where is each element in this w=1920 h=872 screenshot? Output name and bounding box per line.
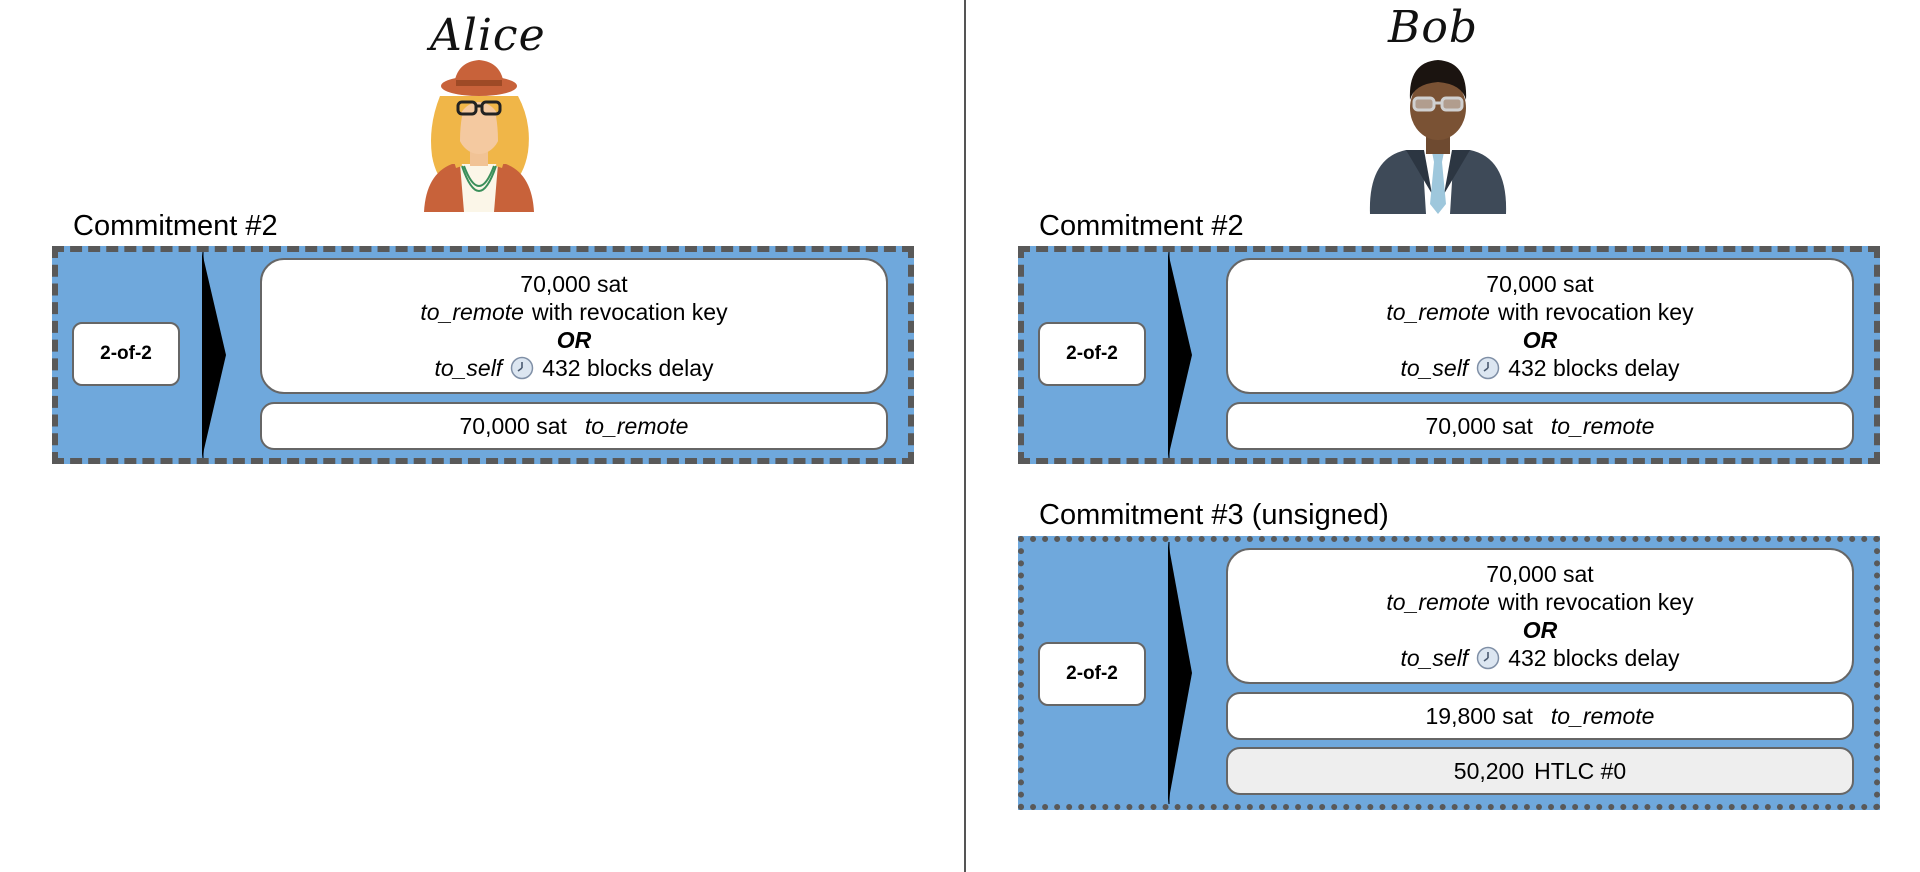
bob-name: Bob bbox=[1388, 2, 1478, 53]
revocable-output: 70,000 sat to_remote with revocation key… bbox=[260, 258, 888, 394]
center-divider bbox=[964, 0, 966, 872]
or-label: OR bbox=[1522, 327, 1558, 353]
to-remote-label: to_remote bbox=[1550, 413, 1655, 439]
arrow-icon bbox=[202, 252, 226, 458]
revocable-output: 70,000 sat to_remote with revocation key… bbox=[1226, 548, 1854, 684]
to-remote-output: 70,000 sat to_remote bbox=[260, 402, 888, 450]
bob-new-commitment-panel: 2-of-2 70,000 sat to_remote with revocat… bbox=[1018, 536, 1880, 810]
to-remote-label: to_remote bbox=[1550, 703, 1655, 729]
to-remote-output: 19,800 sat to_remote bbox=[1226, 692, 1854, 740]
bob-commitment-title: Commitment #2 bbox=[1039, 210, 1244, 242]
to-remote-label: to_remote bbox=[420, 299, 524, 325]
clock-icon bbox=[1476, 646, 1500, 670]
arrow-icon bbox=[1168, 542, 1192, 804]
to-remote-label: to_remote bbox=[1386, 299, 1490, 325]
or-label: OR bbox=[1522, 617, 1558, 643]
output-amount: 19,800 sat bbox=[1425, 703, 1533, 729]
alice-avatar bbox=[424, 60, 534, 212]
bob-commitment-panel: 2-of-2 70,000 sat to_remote with revocat… bbox=[1018, 246, 1880, 464]
to-remote-label: to_remote bbox=[1386, 589, 1490, 615]
delay-text: 432 blocks delay bbox=[1508, 355, 1680, 381]
bob-avatar bbox=[1369, 60, 1507, 214]
output-amount: 70,000 sat bbox=[459, 413, 567, 439]
revocation-text: with revocation key bbox=[531, 299, 728, 325]
htlc-label: HTLC #0 bbox=[1534, 758, 1627, 784]
revocation-text: with revocation key bbox=[1497, 589, 1694, 615]
arrow-icon bbox=[1168, 252, 1192, 458]
revocable-output: 70,000 sat to_remote with revocation key… bbox=[1226, 258, 1854, 394]
to-remote-output: 70,000 sat to_remote bbox=[1226, 402, 1854, 450]
alice-commitment-panel: 2-of-2 70,000 sat to_remote with revocat… bbox=[52, 246, 914, 464]
clock-icon bbox=[510, 356, 534, 380]
or-label: OR bbox=[556, 327, 592, 353]
to-self-label: to_self bbox=[1400, 355, 1469, 381]
to-self-label: to_self bbox=[434, 355, 503, 381]
multisig-box: 2-of-2 bbox=[1038, 642, 1146, 706]
htlc-amount: 50,200 bbox=[1453, 758, 1525, 784]
to-self-label: to_self bbox=[1400, 645, 1469, 671]
output-amount: 70,000 sat bbox=[520, 271, 628, 297]
delay-text: 432 blocks delay bbox=[1508, 645, 1680, 671]
multisig-box: 2-of-2 bbox=[1038, 322, 1146, 386]
htlc-output: 50,200 HTLC #0 bbox=[1226, 747, 1854, 795]
output-amount: 70,000 sat bbox=[1425, 413, 1533, 439]
multisig-box: 2-of-2 bbox=[72, 322, 180, 386]
bob-new-commitment-title: Commitment #3 (unsigned) bbox=[1039, 499, 1389, 531]
alice-commitment-title: Commitment #2 bbox=[73, 210, 278, 242]
to-remote-label: to_remote bbox=[584, 413, 689, 439]
output-amount: 70,000 sat bbox=[1486, 561, 1594, 587]
delay-text: 432 blocks delay bbox=[542, 355, 714, 381]
alice-name: Alice bbox=[430, 10, 546, 61]
clock-icon bbox=[1476, 356, 1500, 380]
revocation-text: with revocation key bbox=[1497, 299, 1694, 325]
output-amount: 70,000 sat bbox=[1486, 271, 1594, 297]
